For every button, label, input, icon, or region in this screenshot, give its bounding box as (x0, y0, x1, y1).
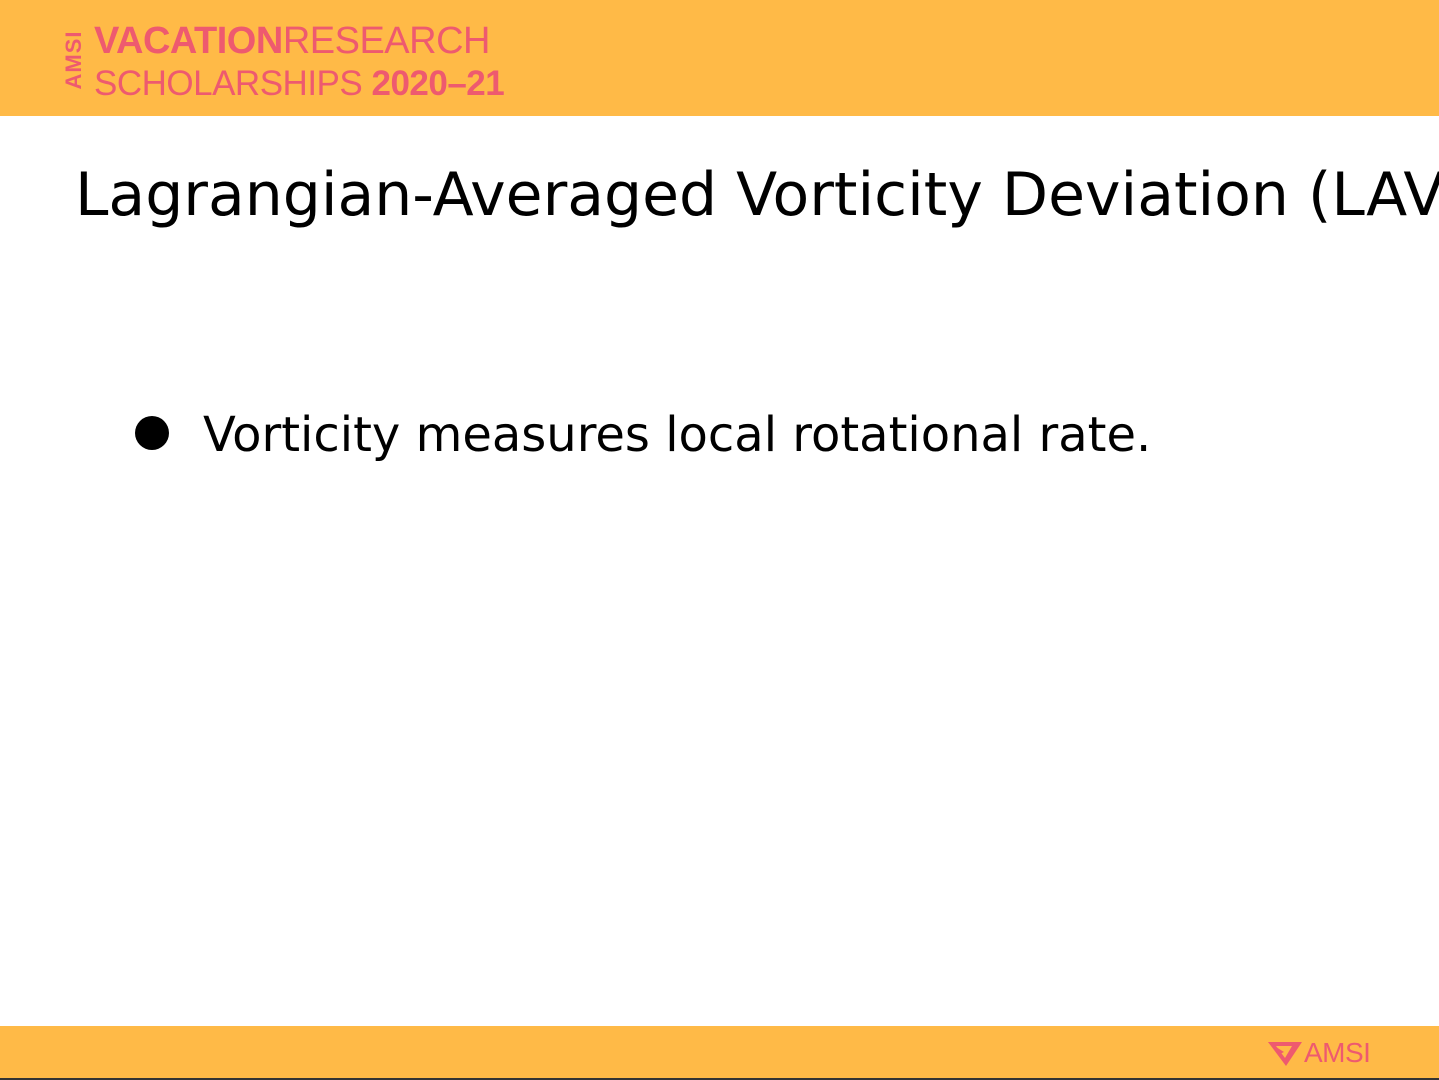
bullet-text: Vorticity measures local rotational rate… (203, 407, 1152, 463)
bullet-list: Vorticity measures local rotational rate… (135, 400, 1151, 470)
vacation-research-logo: AMSI VACATIONRESEARCH SCHOLARSHIPS 2020–… (60, 20, 580, 103)
logo-amsi-vertical: AMSI (60, 20, 88, 100)
logo-scholarships-text: SCHOLARSHIPS (94, 64, 363, 103)
footer-logo-text: AMSI (1304, 1037, 1371, 1068)
header-band: AMSI VACATIONRESEARCH SCHOLARSHIPS 2020–… (0, 0, 1439, 116)
logo-vacation-text: VACATION (94, 20, 283, 62)
footer-band (0, 1026, 1439, 1080)
logo-amsi-vertical-text: AMSI (61, 30, 86, 90)
logo-line-2: SCHOLARSHIPS 2020–21 (94, 64, 505, 103)
logo-year-text: 2020–21 (371, 64, 505, 103)
bullet-item: Vorticity measures local rotational rate… (135, 400, 1151, 470)
footer-amsi-logo: AMSI (1266, 1036, 1371, 1070)
bottom-rule (0, 1078, 1439, 1080)
logo-line-1: VACATIONRESEARCH (94, 22, 490, 60)
logo-research-text: RESEARCH (282, 20, 491, 62)
slide-title: Lagrangian-Averaged Vorticity Deviation … (75, 160, 1439, 230)
amsi-arrow-icon (1268, 1042, 1302, 1066)
bullet-dot-icon (135, 416, 169, 450)
